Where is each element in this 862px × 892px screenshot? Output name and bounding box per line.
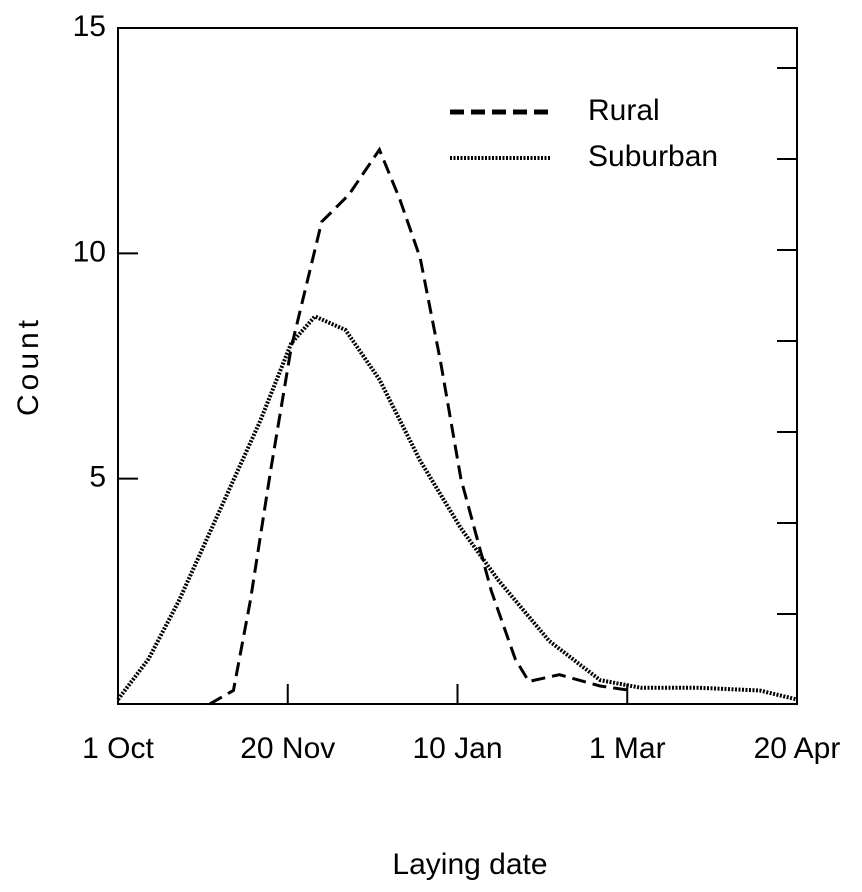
y-tick-label: 5 bbox=[89, 461, 106, 494]
x-tick-label: 20 Apr bbox=[754, 732, 841, 765]
y-tick-label: 10 bbox=[73, 235, 106, 268]
x-tick-label: 1 Mar bbox=[589, 732, 666, 765]
x-tick-label: 1 Oct bbox=[82, 732, 154, 765]
right-axis-ticks bbox=[777, 67, 797, 615]
x-tick-label: 20 Nov bbox=[240, 732, 335, 765]
plot-frame bbox=[117, 27, 798, 705]
y-axis-label: Count bbox=[12, 316, 45, 416]
series-line bbox=[116, 314, 798, 702]
series-line bbox=[208, 146, 631, 706]
x-axis-label: Laying date bbox=[392, 848, 547, 881]
legend-label: Rural bbox=[588, 94, 660, 127]
legend-label: Suburban bbox=[588, 140, 718, 173]
x-tick-label: 10 Jan bbox=[412, 732, 502, 765]
y-tick-label: 15 bbox=[73, 10, 106, 43]
